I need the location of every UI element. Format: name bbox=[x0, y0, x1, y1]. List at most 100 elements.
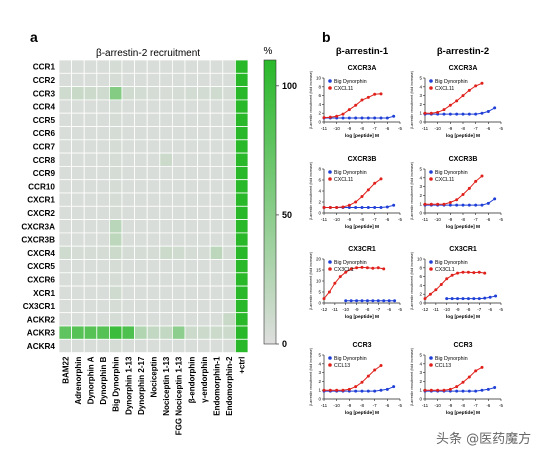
legend-label: CXCL11 bbox=[435, 177, 454, 183]
heatmap-row-label: CCR6 bbox=[33, 129, 56, 138]
data-point bbox=[360, 98, 364, 102]
heatmap-cell bbox=[134, 272, 148, 287]
heatmap-cell bbox=[197, 338, 211, 353]
heatmap-cell bbox=[83, 325, 98, 340]
dose-response-panel: CXCR3B -11 -10 -9 -8 -7 -6 -5 0 1 2 3 4 5 log [peptide… bbox=[410, 156, 503, 230]
heatmap-cell bbox=[58, 126, 73, 141]
y-tick-label: 8 bbox=[318, 84, 321, 89]
heatmap-cell bbox=[121, 232, 136, 247]
x-tick-label: -5 bbox=[499, 217, 503, 222]
heatmap-cell bbox=[109, 338, 123, 353]
data-point bbox=[455, 203, 459, 207]
data-point bbox=[480, 174, 484, 178]
heatmap-cell bbox=[58, 298, 73, 314]
data-point bbox=[455, 99, 459, 103]
heatmap-cell bbox=[234, 259, 249, 274]
data-point bbox=[429, 111, 433, 115]
heatmap-cell bbox=[146, 192, 161, 207]
heatmap-cell bbox=[58, 259, 73, 274]
heatmap-cell bbox=[209, 245, 224, 260]
heatmap-cell bbox=[83, 312, 98, 327]
data-point bbox=[480, 365, 484, 369]
heatmap-cell bbox=[83, 232, 98, 247]
heatmap-cell bbox=[134, 99, 148, 114]
heatmap-cell bbox=[71, 272, 85, 287]
heatmap-cell bbox=[134, 165, 148, 181]
x-tick-label: -11 bbox=[321, 126, 328, 131]
data-point bbox=[486, 201, 490, 205]
data-point bbox=[379, 177, 383, 181]
y-tick-label: 0 bbox=[318, 120, 321, 125]
heatmap-cell bbox=[83, 285, 98, 300]
data-point bbox=[338, 275, 342, 279]
data-point bbox=[360, 206, 364, 209]
heatmap-column-label: Dynorphin 1-13 bbox=[124, 356, 133, 415]
heatmap-cell bbox=[109, 139, 123, 154]
data-point bbox=[474, 369, 478, 373]
data-point bbox=[392, 203, 396, 207]
x-tick-label: -10 bbox=[434, 126, 441, 131]
data-point bbox=[486, 387, 490, 391]
heatmap-cell bbox=[222, 192, 236, 207]
series-line bbox=[425, 366, 483, 391]
heatmap-cell bbox=[209, 126, 224, 141]
data-point bbox=[466, 270, 470, 274]
data-point bbox=[360, 380, 364, 384]
heatmap-cell bbox=[121, 298, 136, 314]
dose-response-panel: CX3CR1 -12 -11 -10 -9 -8 -7 -6 -5 0 5 10 15 20 log [pe… bbox=[309, 246, 402, 320]
heatmap-cell bbox=[109, 325, 123, 340]
heatmap-cell bbox=[58, 152, 73, 167]
data-point bbox=[472, 271, 476, 275]
heatmap-cell bbox=[222, 272, 236, 287]
heatmap-cell bbox=[184, 179, 199, 194]
colorbar-tick-label: 50 bbox=[282, 210, 292, 220]
heatmap-cell bbox=[109, 112, 123, 127]
heatmap-cell bbox=[96, 325, 110, 340]
legend-label: CX3CL1 bbox=[435, 267, 455, 273]
heatmap-cell bbox=[121, 219, 136, 234]
heatmap-cell bbox=[159, 99, 173, 114]
data-point bbox=[442, 202, 446, 206]
heatmap-cell bbox=[159, 139, 173, 154]
heatmap-cell bbox=[234, 285, 249, 300]
legend-label: CCL13 bbox=[334, 363, 350, 369]
heatmap-cell bbox=[222, 139, 236, 154]
heatmap-cell bbox=[96, 152, 110, 167]
legend-label: CXCL11 bbox=[334, 177, 353, 183]
data-point bbox=[467, 186, 471, 190]
heatmap-cell bbox=[96, 192, 110, 207]
heatmap-cell bbox=[121, 312, 136, 327]
heatmap-cell bbox=[159, 232, 173, 247]
heatmap-cell bbox=[96, 99, 110, 114]
x-tick-label: -10 bbox=[434, 403, 441, 408]
y-tick-label: 5 bbox=[419, 167, 422, 172]
heatmap-row-label: CXCR3B bbox=[21, 236, 55, 245]
heatmap-cell bbox=[234, 272, 249, 287]
data-point bbox=[373, 206, 377, 209]
dose-response-panel: CCR3 -11 -10 -9 -8 -7 -6 -5 0 1 2 3 4 5 log [peptide] … bbox=[410, 342, 503, 416]
colorbar-tick-label: 100 bbox=[282, 81, 297, 91]
data-point bbox=[455, 198, 459, 202]
heatmap-cell bbox=[121, 259, 136, 274]
heatmap-cell bbox=[159, 325, 173, 340]
data-point bbox=[327, 290, 331, 294]
heatmap-cells bbox=[58, 59, 249, 353]
y-axis-label: β-arrestin recruitment (fold increase) bbox=[410, 252, 414, 310]
heatmap-cell bbox=[96, 338, 110, 353]
heatmap-cell bbox=[109, 259, 123, 274]
heatmap-cell bbox=[83, 139, 98, 154]
heatmap-cell bbox=[83, 245, 98, 260]
heatmap-cell bbox=[184, 165, 199, 181]
heatmap-cell bbox=[171, 205, 186, 221]
x-tick-label: -6 bbox=[486, 403, 490, 408]
heatmap-cell bbox=[146, 219, 161, 234]
heatmap-cell bbox=[209, 192, 224, 207]
heatmap-cell bbox=[184, 272, 199, 287]
dose-response-panel: CXCR3A -11 -10 -9 -8 -7 -6 -5 0 2 4 6 8 10 log [peptid… bbox=[309, 65, 402, 139]
data-point bbox=[366, 374, 370, 378]
heatmap-cell bbox=[209, 152, 224, 167]
legend-marker bbox=[429, 79, 433, 83]
heatmap-cell bbox=[96, 272, 110, 287]
heatmap-cell bbox=[83, 219, 98, 234]
heatmap-cell bbox=[171, 165, 186, 181]
